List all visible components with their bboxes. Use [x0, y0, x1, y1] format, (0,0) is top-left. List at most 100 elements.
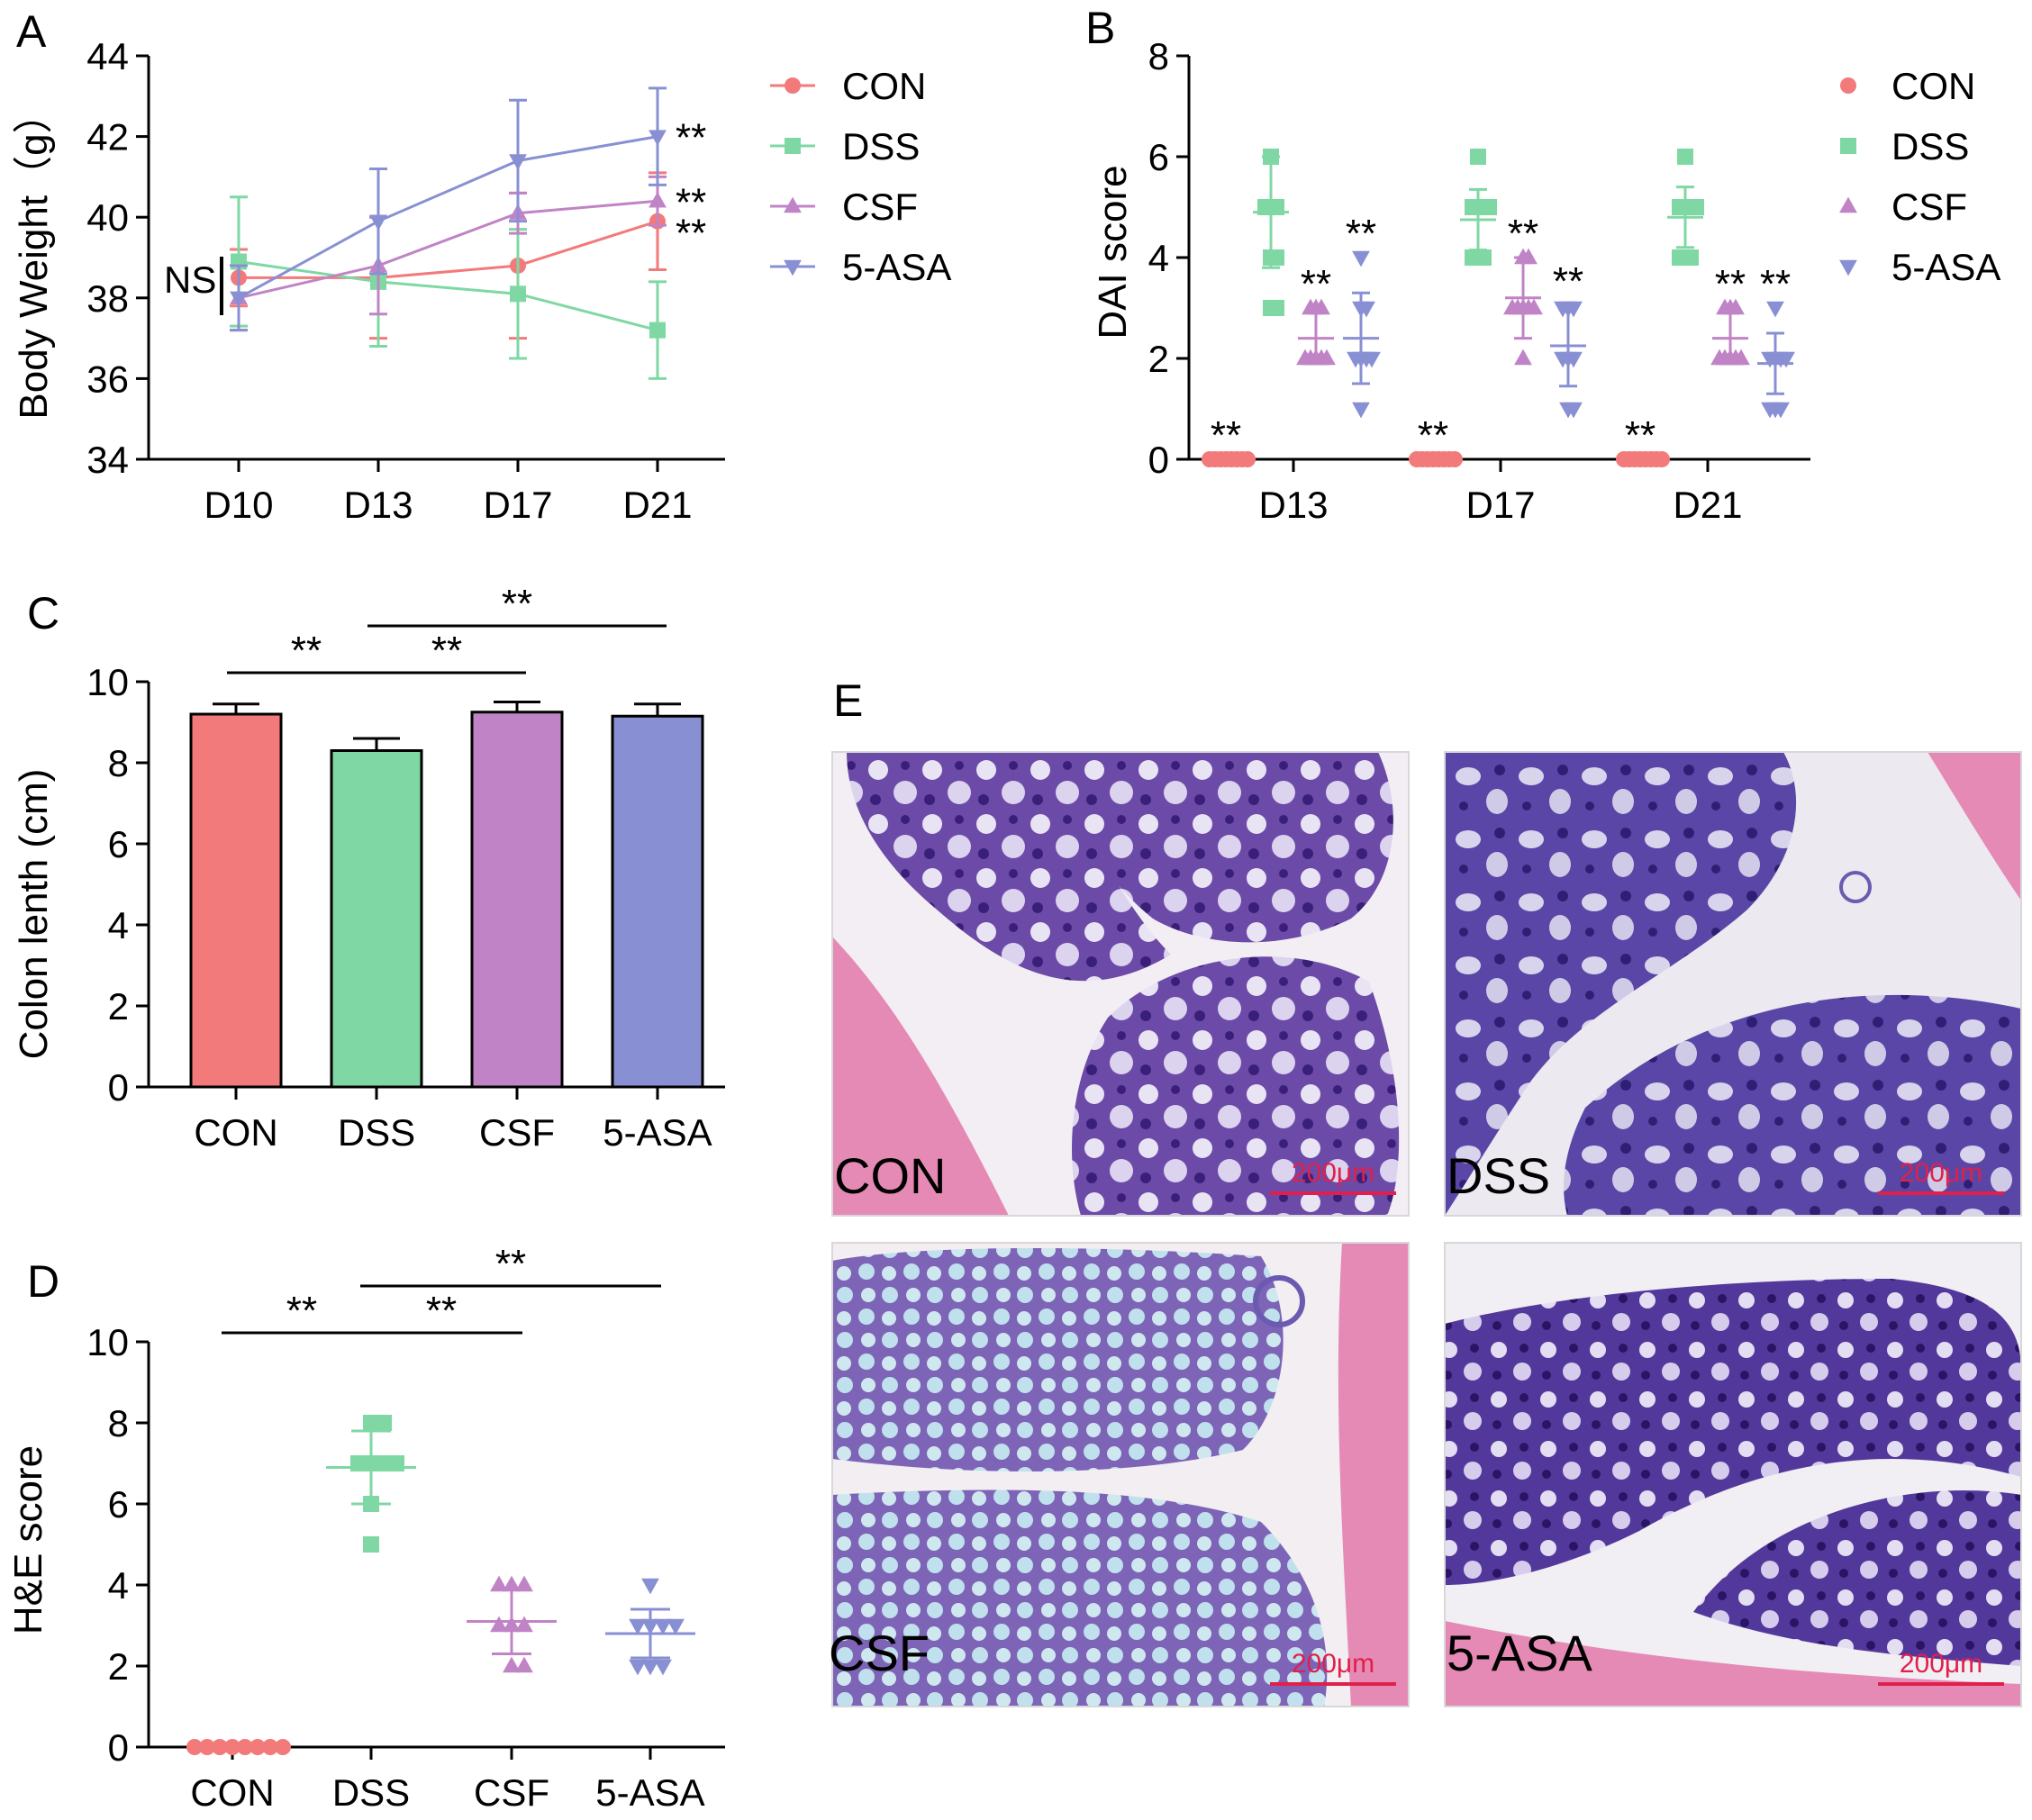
dai-score-legend-label: CON [1891, 65, 1975, 107]
body-weight-y-tick-label: 40 [86, 196, 129, 239]
colon-length-sig-label: ** [431, 629, 462, 673]
he-score-point [629, 1659, 647, 1676]
ns-label: NS [164, 258, 216, 301]
dai-score-point [1710, 349, 1728, 366]
he-score-y-tick-label: 2 [108, 1645, 129, 1688]
he-score-y-label: H&E score [6, 1445, 50, 1634]
dai-score-y-tick-label: 0 [1148, 439, 1169, 481]
dai-score-legend: CON DSS CSF 5-ASA [1839, 65, 2000, 288]
he-score-axes: 0 2 4 6 8 10 CON DSS CSF 5-ASA [86, 1321, 725, 1814]
he-score-point [363, 1536, 379, 1553]
body-weight-legend-label: 5-ASA [842, 246, 951, 288]
dai-score-point [1481, 199, 1497, 215]
body-weight-point [649, 130, 667, 146]
dai-score-point [1363, 351, 1381, 368]
he-score-y-tick-label: 8 [108, 1402, 129, 1444]
dai-score-point [1503, 298, 1521, 315]
body-weight-legend: CON DSS CSF 5-ASA [770, 65, 951, 288]
dai-score-y-tick-label: 8 [1148, 35, 1169, 77]
colon-length-y-tick-label: 6 [108, 823, 129, 865]
he-score-point [350, 1455, 367, 1471]
colon-length-bars [189, 701, 704, 1089]
body-weight-legend-marker [784, 196, 802, 213]
he-score-point [363, 1415, 379, 1431]
he-score-point [186, 1739, 203, 1755]
body-weight-series: ****** [230, 86, 706, 380]
dai-score-significance: ** [1508, 212, 1538, 256]
dai-score-y-tick-label: 2 [1148, 338, 1169, 380]
colon-length-x-tick-label: CSF [479, 1111, 555, 1154]
histology-frame-dss [1444, 751, 2022, 1217]
dai-score-point [1732, 349, 1750, 366]
he-score-point [515, 1575, 533, 1592]
colon-length-y-label: Colon lenth (cm) [12, 769, 56, 1060]
body-weight-legend-marker [785, 77, 801, 94]
colon-length-bar-csf [470, 711, 564, 1089]
body-weight-significance-5-asa: ** [676, 116, 706, 160]
dai-score-significance: ** [1760, 262, 1791, 306]
dai-score-point [1352, 250, 1370, 267]
histology-image-con [832, 752, 1409, 1216]
body-weight-line-dss [238, 259, 658, 332]
panel-letter-c: C [27, 588, 59, 638]
he-score-point [262, 1739, 278, 1755]
body-weight-axes: 34 36 38 40 42 44 D10 D13 D17 D21 [86, 35, 725, 526]
he-score-points [186, 1415, 695, 1755]
he-score-point [275, 1739, 291, 1755]
he-score-point [641, 1578, 659, 1595]
colon-length-x-tick-label: 5-ASA [603, 1111, 712, 1154]
dai-score-significance: ** [1418, 413, 1448, 457]
he-score-point [388, 1455, 404, 1471]
dai-score-significance: ** [1553, 259, 1583, 303]
dai-score-axes: 0 2 4 6 8 D13 D17 D21 [1148, 35, 1810, 526]
he-score-point [641, 1659, 659, 1676]
he-score-x-tick-label: 5-ASA [595, 1771, 704, 1814]
scale-label-csf: 200μm [1292, 1649, 1374, 1679]
histology-label-dss: DSS [1447, 1147, 1550, 1204]
he-score-point [376, 1415, 392, 1431]
dai-score-point [1318, 349, 1336, 366]
body-weight-significance-csf: ** [676, 180, 706, 224]
body-weight-line-5-asa [238, 135, 658, 300]
dai-score-point [1565, 402, 1583, 419]
body-weight-y-tick-label: 38 [86, 277, 129, 320]
body-weight-y-label: Body Weight（g） [12, 94, 56, 419]
he-score-point [654, 1659, 672, 1676]
dai-score-point [1296, 349, 1314, 366]
colon-length-y-tick-label: 8 [108, 742, 129, 784]
dai-score-point [1677, 149, 1693, 165]
dai-score-point [1761, 402, 1779, 419]
colon-length-axes: 0 2 4 6 8 10 CON DSS CSF 5-ASA [86, 661, 725, 1154]
scale-label-con: 200μm [1292, 1158, 1374, 1188]
he-score-x-tick-label: DSS [332, 1771, 410, 1814]
he-score-point [654, 1618, 672, 1635]
histology-image-csf [832, 1243, 1409, 1707]
dai-score-point [1777, 351, 1795, 368]
he-score-point [629, 1618, 647, 1635]
colon-length-y-tick-label: 0 [108, 1066, 129, 1109]
colon-length-significance: ** ** ** [227, 582, 667, 675]
dai-score-legend-marker [1839, 259, 1857, 276]
dai-score-point [1688, 199, 1704, 215]
dai-score-point [1239, 451, 1256, 467]
histology-frame-5asa [1444, 1242, 2022, 1707]
panel-letter-a: A [16, 6, 47, 57]
dai-score-points: ** ** ** ** ** ** ** ** ** [1202, 149, 1795, 467]
he-score-sig-label: ** [495, 1242, 526, 1286]
he-score-point [237, 1739, 253, 1755]
dai-score-point [1302, 298, 1320, 315]
he-score-chart: H&E score 0 2 4 6 8 10 CON DSS CSF 5-ASA ** ** ** [6, 1242, 725, 1814]
body-weight-line-csf [238, 199, 658, 300]
panel-letter-b: B [1085, 3, 1115, 53]
body-weight-legend-label: DSS [842, 125, 920, 168]
he-score-point [490, 1575, 508, 1592]
he-score-significance: ** ** ** [222, 1242, 661, 1335]
colon-length-y-tick-label: 4 [108, 904, 129, 946]
dai-score-legend-marker [1839, 196, 1857, 213]
colon-length-y-tick-label: 10 [86, 661, 129, 703]
body-weight-point [649, 321, 666, 339]
dai-score-point [1514, 349, 1532, 366]
dai-score-point [1525, 298, 1543, 315]
